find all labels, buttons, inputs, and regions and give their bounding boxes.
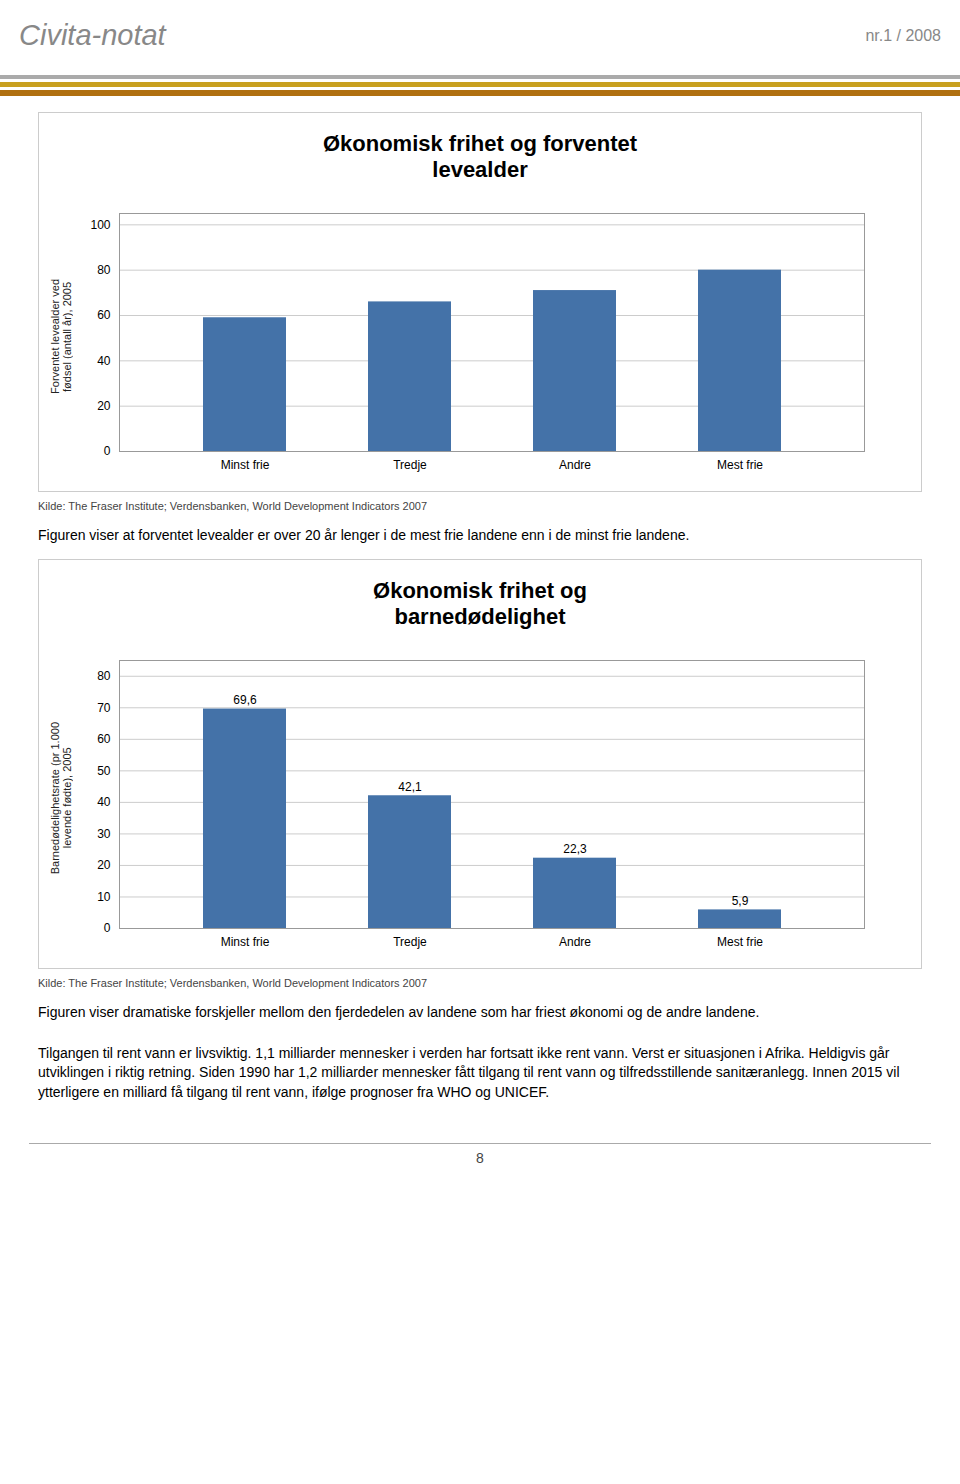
svg-text:50: 50 — [97, 764, 111, 778]
html-text:Kilde: The Fraser Institute; V: Kilde: The Fraser Institute; Verdensbank… — [38, 976, 428, 989]
svg-text:Tredje: Tredje — [393, 458, 427, 472]
html-text:Kilde: The Fraser Institute; V: Kilde: The Fraser Institute; Verdensbank… — [38, 500, 428, 512]
svg-text:Tredje: Tredje — [393, 935, 427, 949]
html-text:nr.1 / 2008: nr.1 / 2008 — [865, 26, 941, 44]
svg-text:Andre: Andre — [559, 458, 591, 472]
svg-text:40: 40 — [97, 795, 111, 809]
svg-text:Mest frie: Mest frie — [717, 935, 763, 949]
svg-text:100: 100 — [90, 218, 110, 232]
html-text:Økonomisk frihet og barnedødel: Økonomisk frihet og barnedødelighet — [373, 577, 587, 629]
html-text:Barnedødelighetsrate (pr 1.000: Barnedødelighetsrate (pr 1.000 levende f… — [49, 721, 73, 874]
svg-text:Minst frie: Minst frie — [221, 935, 270, 949]
svg-text:20: 20 — [97, 858, 111, 872]
html-text:Forventet levealder ved fødsel: Forventet levealder ved fødsel (antall å… — [49, 278, 73, 394]
html-text:Figuren viser dramatiske forsk: Figuren viser dramatiske forskjeller mel… — [38, 1003, 760, 1020]
html-text:Økonomisk frihet og forventet: Økonomisk frihet og forventet levealder — [322, 131, 638, 182]
svg-text:10: 10 — [97, 890, 111, 904]
svg-text:5,9: 5,9 — [732, 894, 749, 908]
html-text:Civita-notat: Civita-notat — [19, 19, 166, 51]
svg-text:60: 60 — [97, 732, 111, 746]
svg-text:80: 80 — [97, 263, 111, 277]
svg-text:0: 0 — [104, 921, 111, 935]
svg-text:42,1: 42,1 — [398, 780, 422, 794]
html-text:Tilgangen til rent vann er liv: Tilgangen til rent vann er livsviktig. 1… — [38, 1044, 900, 1100]
svg-text:0: 0 — [104, 444, 111, 458]
svg-text:20: 20 — [97, 399, 111, 413]
svg-text:80: 80 — [97, 669, 111, 683]
svg-text:Mest frie: Mest frie — [717, 458, 763, 472]
svg-text:22,3: 22,3 — [563, 842, 587, 856]
svg-text:30: 30 — [97, 827, 111, 841]
svg-text:Andre: Andre — [559, 935, 591, 949]
svg-text:69,6: 69,6 — [233, 693, 257, 707]
svg-text:40: 40 — [97, 354, 111, 368]
svg-text:Minst frie: Minst frie — [221, 458, 270, 472]
html-text:Figuren viser at forventet lev: Figuren viser at forventet levealder er … — [38, 527, 690, 543]
html-text:8: 8 — [476, 1149, 484, 1166]
svg-text:60: 60 — [97, 308, 111, 322]
svg-text:70: 70 — [97, 701, 111, 715]
